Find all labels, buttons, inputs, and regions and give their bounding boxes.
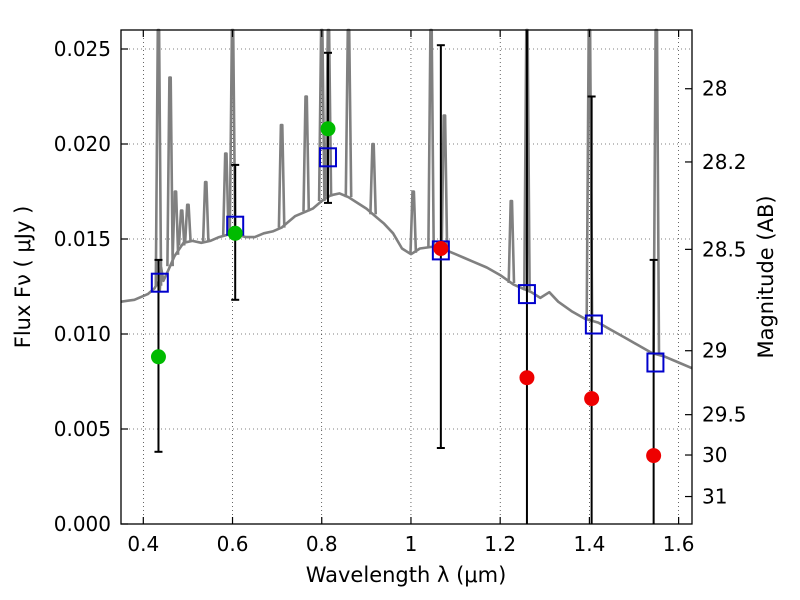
y-tick-label: 0.010	[54, 322, 111, 346]
y2-tick-label: 29	[702, 339, 727, 363]
x-tick-label: 0.6	[217, 532, 249, 556]
emission-line-spike	[409, 190, 418, 253]
x-tick-label: 1	[405, 532, 418, 556]
x-tick-label: 1.4	[573, 532, 605, 556]
emission-line-spike	[507, 199, 516, 284]
x-tick-label: 0.4	[127, 532, 159, 556]
y2-tick-label: 29.5	[702, 403, 747, 427]
nondetection-point	[584, 391, 600, 407]
y2-tick-label: 30	[702, 443, 727, 467]
y2-axis-title: Magnitude (AB)	[754, 195, 778, 358]
model-box-marker	[150, 272, 169, 293]
x-axis-title: Wavelength λ (μm)	[306, 563, 507, 587]
emission-line-spike	[171, 190, 180, 255]
model-boxes	[150, 147, 665, 373]
y2-tick-label: 28.2	[702, 150, 747, 174]
emission-line-spike	[166, 76, 174, 267]
y-tick-label: 0.015	[54, 227, 111, 251]
nondetection-point	[646, 448, 662, 464]
y-tick-label: 0.000	[54, 512, 111, 536]
model-box-marker	[646, 352, 665, 373]
emission-line-spike	[277, 123, 286, 228]
photometry-points	[150, 121, 662, 464]
detection-point	[227, 225, 243, 241]
y2-tick-label: 28.5	[702, 237, 747, 261]
axis-ticks: 0.4 0.6 0.8 1 1.2 1.4 1.6 0.000 0.005 0.010 0.015 0…	[54, 30, 747, 556]
model-box-marker	[517, 284, 536, 305]
emission-line-spike	[369, 142, 377, 215]
y-tick-label: 0.025	[54, 37, 111, 61]
nondetection-point	[519, 370, 535, 386]
x-tick-label: 0.8	[306, 532, 338, 556]
y-tick-label: 0.020	[54, 132, 111, 156]
y2-tick-label: 31	[702, 485, 727, 509]
y-tick-label: 0.005	[54, 417, 111, 441]
detection-point	[150, 349, 166, 365]
model-box-marker	[318, 147, 337, 168]
y2-tick-label: 28	[702, 77, 727, 101]
y-axis-title: Flux Fν ( μJy )	[11, 206, 35, 349]
emission-line-spike	[221, 152, 230, 236]
plot-area	[121, 30, 692, 524]
plot-frame	[120, 29, 693, 525]
emission-line-spike	[440, 114, 449, 250]
nondetection-point	[433, 241, 449, 256]
detection-point	[320, 121, 336, 137]
emission-line-spike	[183, 203, 192, 242]
emission-line-spike	[201, 180, 210, 242]
emission-line-spike	[177, 209, 186, 246]
x-tick-label: 1.2	[484, 532, 516, 556]
x-tick-label: 1.6	[663, 532, 695, 556]
emission-line-spike	[302, 95, 311, 212]
model-box-marker	[584, 314, 603, 335]
